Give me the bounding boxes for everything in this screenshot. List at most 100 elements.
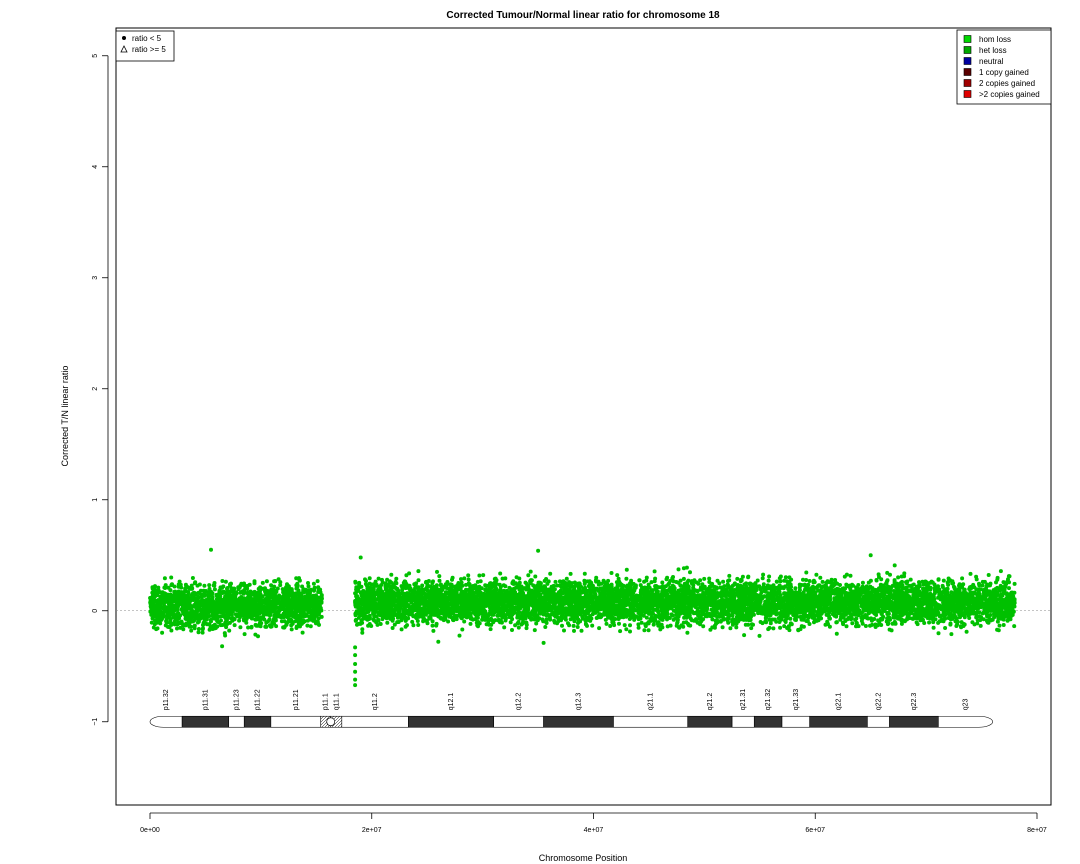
- data-point: [238, 625, 243, 630]
- data-point: [313, 599, 318, 604]
- data-point: [176, 582, 181, 587]
- data-point: [244, 599, 249, 604]
- data-point: [215, 609, 220, 614]
- data-point: [201, 620, 206, 625]
- data-point: [190, 576, 195, 580]
- data-point: [267, 613, 272, 618]
- data-point: [289, 604, 294, 609]
- data-point: [212, 587, 217, 592]
- data-point: [218, 586, 223, 590]
- data-point: [273, 579, 278, 584]
- data-point: [242, 581, 246, 586]
- data-point: [164, 617, 169, 622]
- data-point: [793, 586, 798, 591]
- data-point: [1007, 586, 1011, 591]
- data-point: [167, 620, 172, 625]
- data-point: [276, 577, 281, 582]
- data-point: [628, 623, 632, 628]
- data-point: [291, 592, 296, 597]
- data-point: [617, 621, 621, 626]
- data-point: [651, 622, 656, 627]
- data-point: [529, 617, 534, 622]
- data-point: [153, 618, 158, 623]
- data-point: [262, 617, 267, 622]
- data-point: [268, 624, 273, 629]
- data-point: [232, 603, 237, 608]
- data-point: [267, 600, 272, 605]
- data-point: [310, 611, 314, 616]
- data-point: [751, 622, 755, 627]
- data-point: [273, 601, 278, 606]
- data-point: [302, 614, 307, 619]
- data-point: [968, 571, 973, 576]
- data-point: [460, 627, 465, 632]
- data-point: [165, 598, 170, 603]
- data-point: [306, 584, 311, 589]
- data-point: [188, 619, 193, 624]
- data-point: [307, 589, 312, 594]
- data-point: [260, 580, 265, 585]
- data-point: [232, 623, 237, 628]
- data-point: [301, 620, 306, 625]
- data-point: [242, 632, 247, 637]
- data-point: [222, 631, 227, 636]
- chart-title: Corrected Tumour/Normal linear ratio for…: [446, 10, 720, 21]
- data-point: [642, 579, 647, 584]
- data-point: [282, 624, 287, 629]
- data-point: [282, 602, 287, 607]
- data-point: [868, 623, 872, 628]
- data-point: [206, 590, 211, 595]
- data-point: [457, 633, 462, 638]
- data-point: [297, 577, 302, 582]
- data-point: [315, 579, 320, 584]
- data-point: [234, 608, 239, 613]
- data-point: [189, 583, 194, 588]
- data-point: [151, 614, 156, 618]
- data-point: [263, 624, 268, 629]
- data-point: [218, 600, 223, 605]
- data-point: [182, 604, 187, 609]
- data-point: [258, 585, 263, 590]
- data-point: [179, 585, 184, 590]
- data-point: [200, 597, 204, 602]
- data-point: [197, 591, 202, 596]
- data-point: [201, 611, 206, 616]
- data-point: [931, 625, 936, 630]
- data-point: [318, 606, 323, 611]
- data-point: [312, 587, 317, 592]
- data-point: [241, 618, 246, 623]
- data-point: [151, 609, 155, 614]
- data-point: [170, 603, 175, 607]
- data-point: [163, 608, 168, 613]
- data-point: [508, 620, 513, 625]
- data-point: [316, 587, 321, 592]
- data-point: [231, 616, 236, 621]
- data-point: [162, 595, 167, 600]
- data-point: [245, 583, 250, 588]
- data-point: [844, 572, 849, 577]
- data-point: [319, 596, 324, 601]
- data-point: [192, 603, 197, 608]
- data-point: [982, 579, 987, 584]
- data-point: [308, 616, 313, 621]
- data-point: [294, 626, 299, 630]
- data-point: [807, 579, 812, 583]
- data-point: [160, 630, 165, 635]
- data-point: [313, 621, 318, 626]
- data-point: [292, 615, 297, 620]
- data-point: [850, 621, 855, 626]
- data-point: [367, 576, 372, 581]
- data-point: [652, 569, 657, 574]
- data-point: [510, 628, 514, 632]
- data-point: [416, 623, 421, 627]
- data-point: [175, 604, 179, 609]
- data-point: [197, 607, 201, 612]
- data-point: [159, 609, 163, 614]
- data-point: [696, 581, 701, 586]
- data-point: [301, 587, 306, 592]
- data-point: [289, 627, 294, 632]
- data-point: [562, 628, 566, 633]
- data-point: [564, 576, 569, 581]
- data-point: [936, 631, 941, 636]
